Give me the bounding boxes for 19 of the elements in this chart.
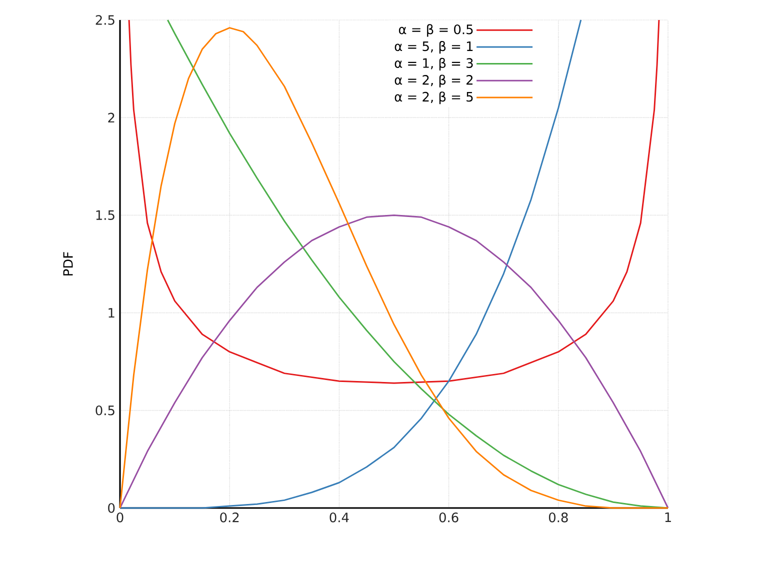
x-tick-label: 0.4 (330, 512, 349, 522)
x-tick-label: 0.6 (439, 512, 458, 522)
y-tick-label: 0 (108, 503, 115, 513)
y-tick-label: 2.5 (96, 15, 114, 25)
x-tick-label: 0 (116, 512, 124, 522)
legend-label: α = 1, β = 3 (394, 58, 473, 70)
y-tick-label: 0.5 (96, 406, 114, 416)
line-series (128, 19, 660, 384)
y-tick-label: 1.5 (96, 210, 114, 220)
y-tick-label: 1 (108, 308, 114, 318)
legend-label: α = 5, β = 1 (394, 41, 473, 54)
legend-label: α = 2, β = 2 (394, 74, 472, 88)
y-axis-title: PDF (63, 252, 73, 276)
x-tick-label: 0.8 (548, 512, 568, 522)
x-tick-label: 1 (665, 512, 671, 522)
legend-label: α = β = 0.5 (398, 24, 473, 37)
y-tick-label: 2 (108, 112, 114, 122)
legend-label: α = 2, β = 5 (394, 92, 473, 104)
x-tick-label: 0.2 (220, 512, 239, 522)
